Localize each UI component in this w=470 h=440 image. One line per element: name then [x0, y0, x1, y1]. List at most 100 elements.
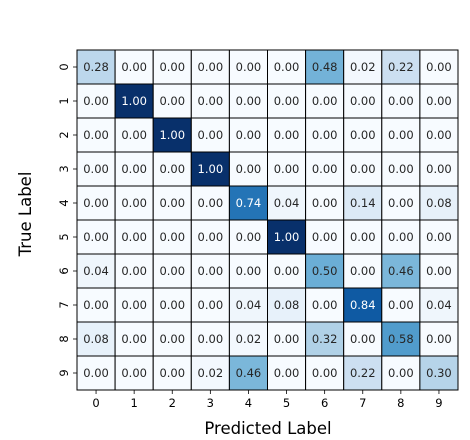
heatmap-cell-7-5 — [267, 287, 307, 323]
cell-value-label-9-0: 0.00 — [83, 366, 109, 380]
cell-value-label-1-6: 0.00 — [312, 94, 338, 108]
y-tick-label-8: 8 — [57, 335, 71, 342]
cell-value-label-4-0: 0.00 — [83, 196, 109, 210]
heatmap-cell-4-9 — [419, 185, 459, 221]
heatmap-cell-6-6 — [305, 253, 345, 289]
x-tick-label-3: 3 — [207, 396, 214, 410]
heatmap-cell-1-5 — [267, 83, 307, 119]
heatmap-cell-4-4 — [228, 185, 268, 221]
cell-value-label-7-1: 0.00 — [121, 298, 147, 312]
cell-value-label-5-2: 0.00 — [159, 230, 185, 244]
x-axis-label: Predicted Label — [204, 419, 331, 438]
cell-value-label-7-4: 0.04 — [236, 298, 262, 312]
cell-value-label-6-7: 0.00 — [350, 264, 376, 278]
heatmap-cell-9-9 — [419, 355, 459, 391]
cell-value-label-3-1: 0.00 — [121, 162, 147, 176]
heatmap-cell-9-5 — [267, 355, 307, 391]
heatmap-cell-4-1 — [114, 185, 154, 221]
heatmap-cell-8-6 — [305, 321, 345, 357]
heatmap-cell-7-9 — [419, 287, 459, 323]
cell-value-label-1-1: 1.00 — [121, 94, 147, 108]
cell-value-label-5-1: 0.00 — [121, 230, 147, 244]
cell-value-label-7-3: 0.00 — [198, 298, 224, 312]
cell-value-label-4-2: 0.00 — [159, 196, 185, 210]
cell-value-label-7-2: 0.00 — [159, 298, 185, 312]
cell-value-label-6-6: 0.50 — [312, 264, 338, 278]
cell-value-label-9-5: 0.00 — [274, 366, 300, 380]
cell-value-label-1-4: 0.00 — [236, 94, 262, 108]
heatmap-cell-6-7 — [343, 253, 383, 289]
cell-value-label-3-3: 1.00 — [198, 162, 224, 176]
cell-value-label-0-3: 0.00 — [198, 60, 224, 74]
y-tick-label-1: 1 — [57, 97, 71, 104]
cell-value-label-8-6: 0.32 — [312, 332, 338, 346]
heatmap-cell-1-9 — [419, 83, 459, 119]
cell-value-label-1-5: 0.00 — [274, 94, 300, 108]
heatmap-cell-4-5 — [267, 185, 307, 221]
heatmap-cell-5-2 — [152, 219, 192, 255]
heatmap-cell-7-4 — [228, 287, 268, 323]
heatmap-cell-3-5 — [267, 151, 307, 187]
cell-value-label-9-3: 0.02 — [198, 366, 224, 380]
cell-value-label-5-6: 0.00 — [312, 230, 338, 244]
cell-value-label-2-5: 0.00 — [274, 128, 300, 142]
cell-value-label-3-0: 0.00 — [83, 162, 109, 176]
heatmap-cell-2-7 — [343, 117, 383, 153]
heatmap-cell-6-3 — [190, 253, 230, 289]
heatmap-cell-8-4 — [228, 321, 268, 357]
heatmap-cell-4-8 — [381, 185, 421, 221]
cell-value-label-8-1: 0.00 — [121, 332, 147, 346]
x-tick-label-2: 2 — [169, 396, 176, 410]
y-axis-label: True Label — [16, 172, 35, 258]
cell-value-label-5-0: 0.00 — [83, 230, 109, 244]
heatmap-cell-0-5 — [267, 49, 307, 85]
cell-value-label-1-8: 0.00 — [388, 94, 414, 108]
cell-value-label-0-8: 0.22 — [388, 60, 414, 74]
cell-value-label-6-1: 0.00 — [121, 264, 147, 278]
cell-value-label-6-9: 0.00 — [426, 264, 452, 278]
cell-value-label-5-3: 0.00 — [198, 230, 224, 244]
y-axis-ticks: 0 1 2 3 4 5 6 7 8 9 — [57, 63, 77, 377]
x-tick-label-0: 0 — [92, 396, 99, 410]
cell-value-label-2-0: 0.00 — [83, 128, 109, 142]
heatmap-cell-5-0 — [76, 219, 116, 255]
cell-value-label-1-9: 0.00 — [426, 94, 452, 108]
cell-value-label-0-7: 0.02 — [350, 60, 376, 74]
heatmap-cell-9-6 — [305, 355, 345, 391]
cell-value-label-3-2: 0.00 — [159, 162, 185, 176]
cell-value-label-4-5: 0.04 — [274, 196, 300, 210]
heatmap-cell-7-8 — [381, 287, 421, 323]
cell-value-label-9-7: 0.22 — [350, 366, 376, 380]
y-tick-label-3: 3 — [57, 165, 71, 172]
heatmap-cell-6-8 — [381, 253, 421, 289]
cell-value-label-4-7: 0.14 — [350, 196, 376, 210]
cell-value-label-3-5: 0.00 — [274, 162, 300, 176]
cell-value-label-6-2: 0.00 — [159, 264, 185, 278]
x-axis-ticks: 0 1 2 3 4 5 6 7 8 9 — [92, 390, 443, 410]
cell-value-label-7-8: 0.00 — [388, 298, 414, 312]
cell-value-label-4-4: 0.74 — [236, 196, 262, 210]
cell-value-label-0-4: 0.00 — [236, 60, 262, 74]
heatmap-cell-8-8 — [381, 321, 421, 357]
heatmap-cell-2-1 — [114, 117, 154, 153]
y-tick-label-0: 0 — [57, 63, 71, 70]
y-tick-label-6: 6 — [57, 267, 71, 274]
heatmap-cell-9-0 — [76, 355, 116, 391]
cell-value-label-8-4: 0.02 — [236, 332, 262, 346]
cell-value-label-4-3: 0.00 — [198, 196, 224, 210]
cell-value-label-8-2: 0.00 — [159, 332, 185, 346]
heatmap-cell-9-4 — [228, 355, 268, 391]
heatmap-cell-8-3 — [190, 321, 230, 357]
cell-value-label-1-0: 0.00 — [83, 94, 109, 108]
heatmap-cell-1-7 — [343, 83, 383, 119]
y-tick-label-9: 9 — [57, 369, 71, 376]
cell-value-label-6-3: 0.00 — [198, 264, 224, 278]
cell-value-label-3-6: 0.00 — [312, 162, 338, 176]
cell-value-label-0-6: 0.48 — [312, 60, 338, 74]
heatmap-cell-7-2 — [152, 287, 192, 323]
heatmap-cell-3-0 — [76, 151, 116, 187]
heatmap-cell-5-3 — [190, 219, 230, 255]
cell-value-label-1-3: 0.00 — [198, 94, 224, 108]
cell-value-label-9-2: 0.00 — [159, 366, 185, 380]
y-tick-label-7: 7 — [57, 301, 71, 308]
